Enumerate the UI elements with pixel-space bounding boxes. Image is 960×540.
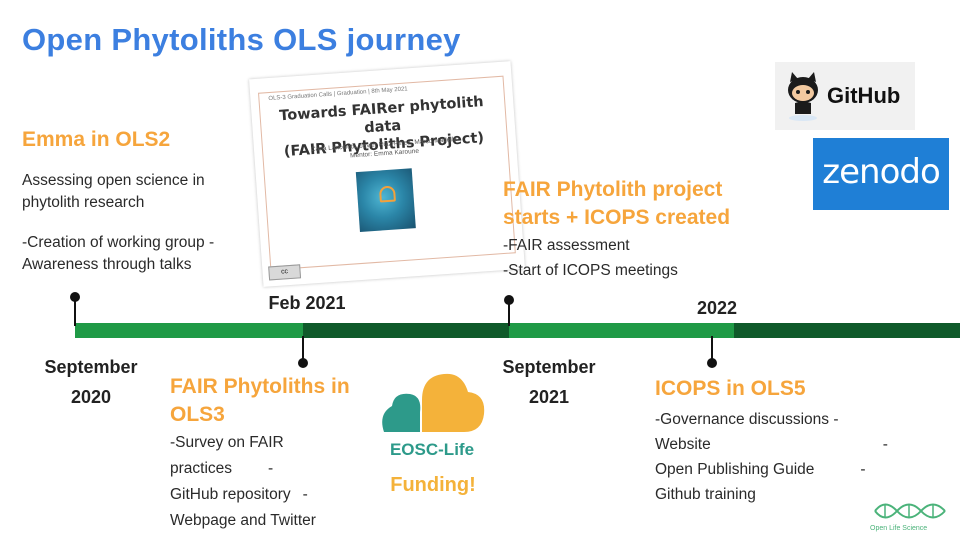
heading-line: FAIR Phytolith project bbox=[503, 178, 723, 201]
milestone-line: Assessing open science in bbox=[22, 172, 205, 189]
github-wordmark: GitHub bbox=[827, 83, 901, 108]
milestone-line: -Governance discussions - bbox=[655, 411, 839, 428]
funding-label: Funding! bbox=[390, 474, 476, 496]
milestone-fair-project-heading: FAIR Phytolith project starts + ICOPS cr… bbox=[503, 176, 730, 232]
timeline-marker bbox=[298, 358, 308, 368]
milestone-line: Github training bbox=[655, 486, 756, 503]
timeline-stem bbox=[74, 296, 76, 326]
milestone-line: Webpage and Twitter bbox=[170, 512, 316, 529]
date-month: September bbox=[502, 357, 596, 377]
milestone-line: practices - bbox=[170, 460, 274, 477]
milestone-ols5-text: -Governance discussions - Website - Open … bbox=[655, 407, 950, 507]
date-september-2020: September 2020 bbox=[26, 352, 156, 412]
eosc-life-cloud-icon bbox=[382, 373, 485, 432]
slide-image bbox=[355, 168, 416, 233]
date-september-2021: September 2021 bbox=[484, 352, 614, 412]
date-year: 2021 bbox=[528, 387, 570, 407]
date-2022: 2022 bbox=[696, 298, 738, 318]
cc-license-badge: cc bbox=[268, 264, 302, 281]
open-life-science-wordmark: Open Life Science bbox=[870, 525, 928, 532]
timeline-segment bbox=[75, 323, 303, 338]
eosc-life-wordmark: EOSC-Life bbox=[389, 440, 475, 459]
milestone-line: Awareness through talks bbox=[22, 256, 192, 273]
milestone-line: -Creation of working group - bbox=[22, 234, 215, 251]
milestone-line: Open Publishing Guide - bbox=[655, 461, 866, 478]
milestone-line: -Survey on FAIR bbox=[170, 434, 284, 451]
milestone-line: -Start of ICOPS meetings bbox=[503, 262, 678, 279]
milestone-ols5-heading: ICOPS in OLS5 bbox=[655, 377, 806, 400]
timeline-segment bbox=[303, 323, 509, 338]
open-lock-icon bbox=[378, 185, 396, 203]
github-logo: GitHub bbox=[775, 62, 915, 130]
slide-thumbnail: OLS-3 Graduation Calls | Graduation | 8t… bbox=[249, 61, 525, 287]
milestone-line: phytolith research bbox=[22, 194, 145, 211]
date-feb-2021: Feb 2021 bbox=[268, 293, 346, 313]
heading-line: OLS3 bbox=[170, 403, 225, 426]
milestone-line: GitHub repository - bbox=[170, 486, 308, 503]
timeline-marker bbox=[707, 358, 717, 368]
milestone-emma-text: Assessing open science in phytolith rese… bbox=[22, 170, 252, 276]
open-life-science-icon bbox=[874, 503, 946, 519]
page-title: Open Phytoliths OLS journey bbox=[22, 22, 461, 57]
zenodo-wordmark: zenodo bbox=[822, 152, 941, 192]
zenodo-logo: zenodo bbox=[813, 138, 949, 210]
octocat-icon bbox=[788, 72, 818, 121]
heading-line: FAIR Phytoliths in bbox=[170, 375, 350, 398]
milestone-fair-project-text: -FAIR assessment -Start of ICOPS meeting… bbox=[503, 233, 678, 283]
milestone-line: -FAIR assessment bbox=[503, 237, 630, 254]
timeline-segment bbox=[509, 323, 734, 338]
milestone-line: Website - bbox=[655, 436, 888, 453]
timeline-stem bbox=[711, 336, 713, 362]
timeline-stem bbox=[508, 298, 510, 326]
date-month: September bbox=[44, 357, 138, 377]
milestone-emma-heading: Emma in OLS2 bbox=[22, 128, 171, 151]
heading-line: starts + ICOPS created bbox=[503, 206, 731, 229]
milestone-ols3-text: -Survey on FAIR practices - GitHub reposi… bbox=[170, 430, 380, 534]
timeline-stem bbox=[302, 336, 304, 362]
timeline-segment bbox=[734, 323, 960, 338]
date-year: 2020 bbox=[70, 387, 112, 407]
milestone-ols3-heading: FAIR Phytoliths in OLS3 bbox=[170, 373, 350, 429]
